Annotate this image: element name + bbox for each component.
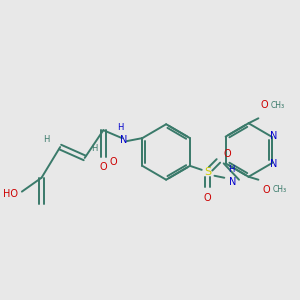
Text: CH₃: CH₃ [273,185,287,194]
Text: O: O [224,149,231,159]
Text: N: N [120,135,128,145]
Text: O: O [204,193,212,202]
Text: O: O [262,184,270,195]
Text: H: H [228,165,234,174]
Text: N: N [270,130,277,141]
Text: CH₃: CH₃ [271,101,285,110]
Text: HO: HO [3,189,18,199]
Text: S: S [204,167,211,177]
Text: N: N [230,177,237,187]
Text: N: N [270,159,277,170]
Text: H: H [91,143,98,152]
Text: O: O [109,157,117,167]
Text: H: H [117,123,123,132]
Text: O: O [260,100,268,110]
Text: H: H [43,135,50,144]
Text: O: O [100,162,107,172]
